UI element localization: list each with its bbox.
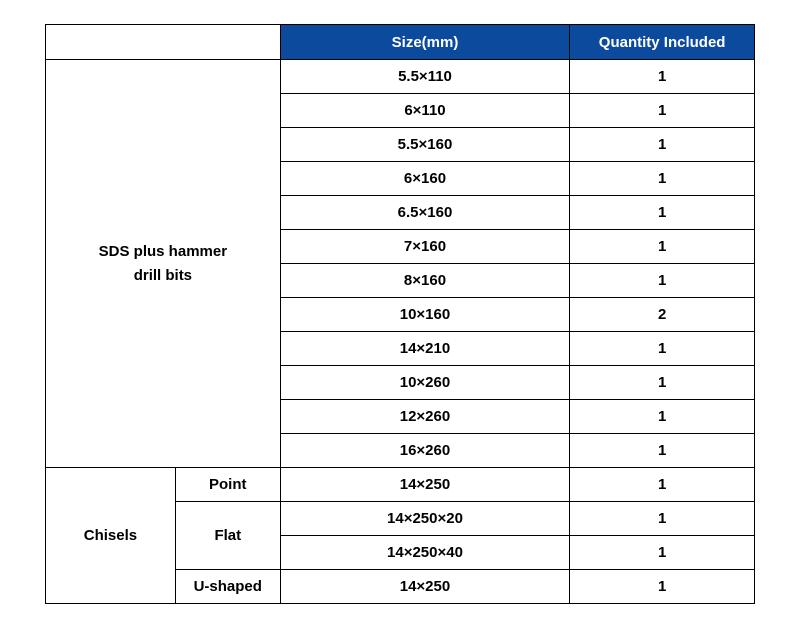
size-cell: 14×250 — [280, 570, 570, 604]
category-cell-drill-bits: SDS plus hammerdrill bits — [46, 60, 281, 468]
qty-cell: 1 — [570, 128, 755, 162]
qty-cell: 1 — [570, 264, 755, 298]
size-cell: 10×260 — [280, 366, 570, 400]
qty-cell: 1 — [570, 366, 755, 400]
size-cell: 16×260 — [280, 434, 570, 468]
size-cell: 6×160 — [280, 162, 570, 196]
qty-cell: 1 — [570, 196, 755, 230]
header-empty-cell — [46, 25, 281, 60]
product-spec-table: Size(mm) Quantity Included SDS plus hamm… — [45, 24, 755, 604]
qty-cell: 1 — [570, 434, 755, 468]
qty-cell: 1 — [570, 60, 755, 94]
size-cell: 14×250×20 — [280, 502, 570, 536]
size-cell: 6×110 — [280, 94, 570, 128]
size-cell: 6.5×160 — [280, 196, 570, 230]
qty-cell: 1 — [570, 94, 755, 128]
qty-cell: 1 — [570, 400, 755, 434]
size-cell: 8×160 — [280, 264, 570, 298]
size-cell: 5.5×110 — [280, 60, 570, 94]
header-quantity: Quantity Included — [570, 25, 755, 60]
size-cell: 7×160 — [280, 230, 570, 264]
qty-cell: 1 — [570, 468, 755, 502]
subcategory-cell-point: Point — [175, 468, 280, 502]
table-row: Chisels Point 14×250 1 — [46, 468, 755, 502]
header-size: Size(mm) — [280, 25, 570, 60]
qty-cell: 1 — [570, 162, 755, 196]
table-header-row: Size(mm) Quantity Included — [46, 25, 755, 60]
product-spec-table-container: Size(mm) Quantity Included SDS plus hamm… — [45, 24, 755, 604]
qty-cell: 1 — [570, 332, 755, 366]
size-cell: 10×160 — [280, 298, 570, 332]
qty-cell: 1 — [570, 502, 755, 536]
size-cell: 12×260 — [280, 400, 570, 434]
qty-cell: 2 — [570, 298, 755, 332]
table-row: SDS plus hammerdrill bits 5.5×110 1 — [46, 60, 755, 94]
subcategory-cell-ushaped: U-shaped — [175, 570, 280, 604]
size-cell: 14×210 — [280, 332, 570, 366]
qty-cell: 1 — [570, 536, 755, 570]
subcategory-cell-flat: Flat — [175, 502, 280, 570]
size-cell: 5.5×160 — [280, 128, 570, 162]
size-cell: 14×250×40 — [280, 536, 570, 570]
qty-cell: 1 — [570, 570, 755, 604]
size-cell: 14×250 — [280, 468, 570, 502]
category-label: Chisels — [84, 527, 137, 544]
qty-cell: 1 — [570, 230, 755, 264]
category-label: SDS plus hammerdrill bits — [99, 243, 227, 284]
category-cell-chisels: Chisels — [46, 468, 176, 604]
